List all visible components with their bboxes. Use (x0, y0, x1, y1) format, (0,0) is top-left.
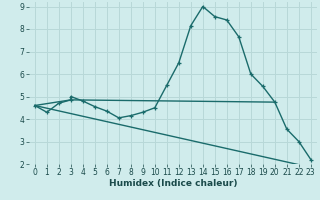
X-axis label: Humidex (Indice chaleur): Humidex (Indice chaleur) (108, 179, 237, 188)
